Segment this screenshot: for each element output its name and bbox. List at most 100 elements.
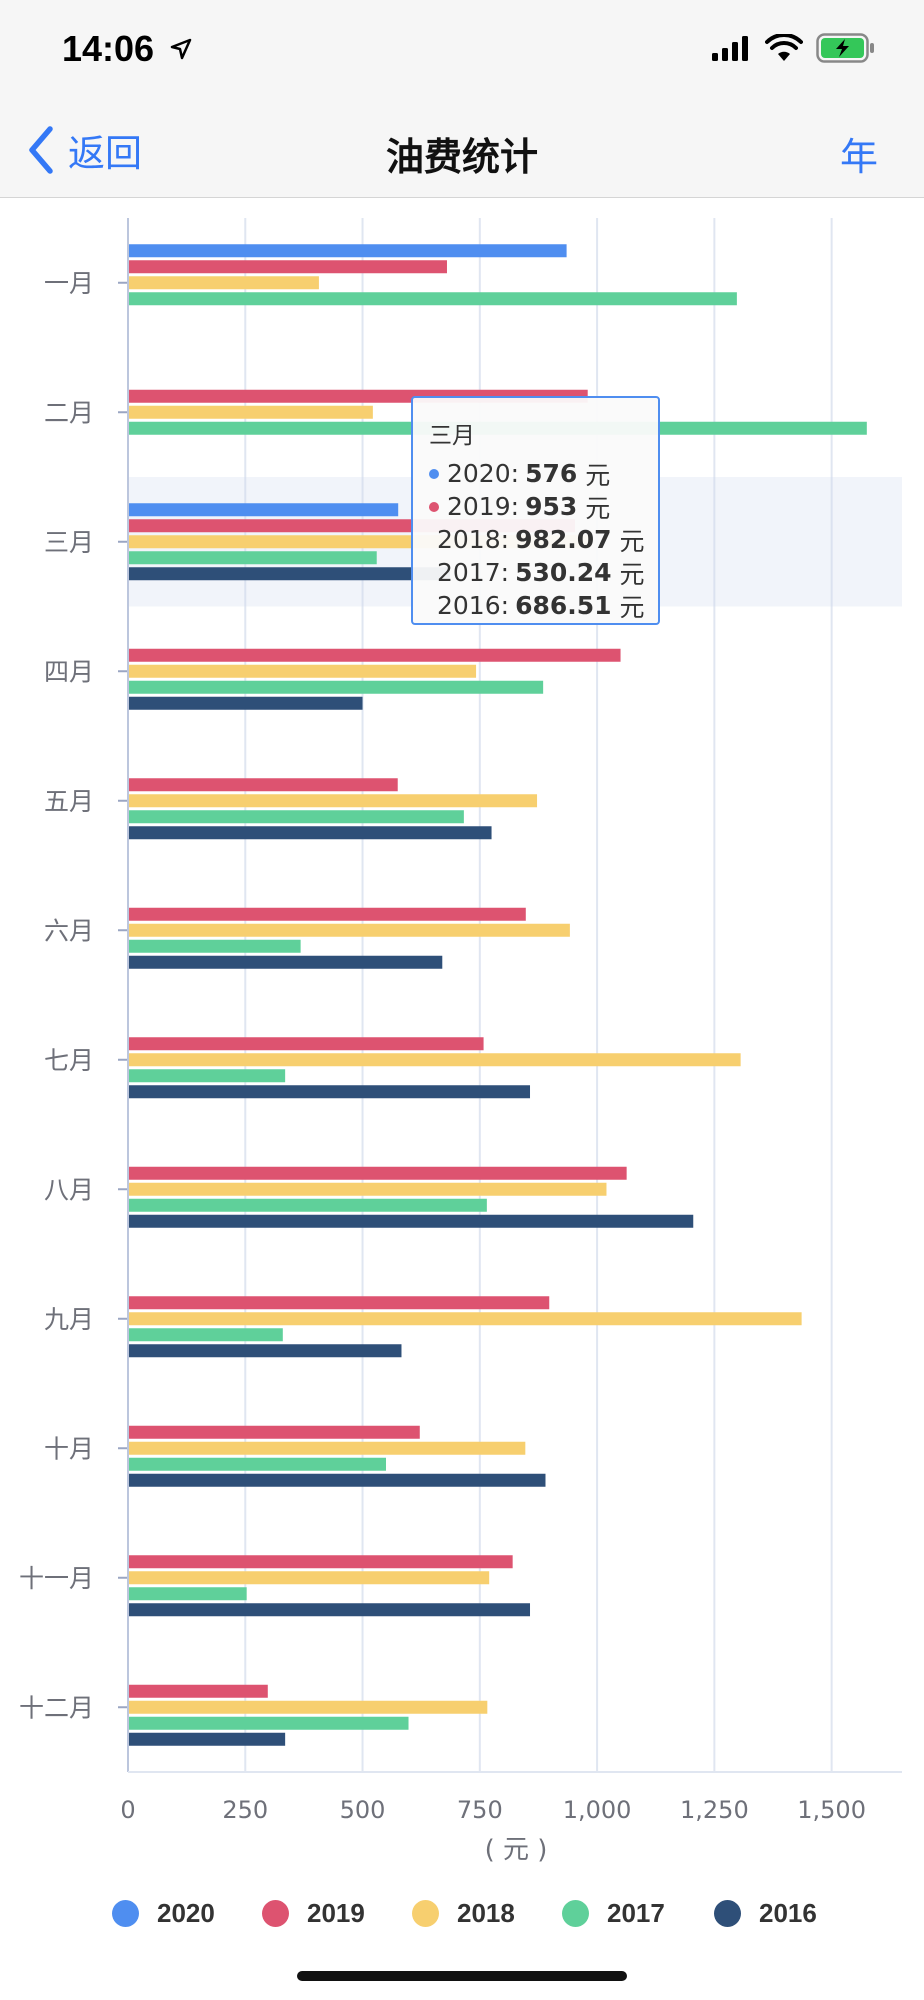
legend-dot-icon <box>262 1900 289 1927</box>
wifi-icon <box>765 34 803 61</box>
y-tick-label: 十二月 <box>19 1693 94 1722</box>
tooltip-unit: 元 <box>585 493 611 523</box>
bar-2019 <box>128 907 526 921</box>
legend-dot-icon <box>112 1900 139 1927</box>
legend-item-2019[interactable]: 2019 <box>262 1898 365 1929</box>
fuel-cost-bar-chart[interactable]: 0 250 500 750 1,000 1,250 1,500 一月二月三月四月五月六月七月八… <box>0 197 924 1887</box>
status-time: 14:06 <box>62 28 155 69</box>
legend-label: 2018 <box>457 1898 515 1928</box>
status-bar: 14:06 <box>0 0 924 100</box>
y-tick-label: 一月 <box>44 269 94 298</box>
bar-2017 <box>128 680 544 694</box>
y-tick-label: 七月 <box>44 1046 94 1075</box>
back-button[interactable]: 返回 <box>26 124 142 176</box>
tooltip-colon: : <box>500 525 510 554</box>
y-tick-label: 十月 <box>44 1434 94 1463</box>
year-button[interactable]: 年 <box>839 135 878 179</box>
bar-2016 <box>128 1085 531 1099</box>
bar-2017 <box>128 1587 247 1601</box>
y-tick-label: 二月 <box>44 398 94 427</box>
x-tick-label: 1,250 <box>680 1796 749 1824</box>
bar-2017 <box>128 939 301 953</box>
bar-2018 <box>128 405 373 419</box>
y-tick-label: 三月 <box>44 528 94 557</box>
home-indicator <box>297 1971 627 1981</box>
legend-item-2018[interactable]: 2018 <box>412 1898 515 1929</box>
y-tick-label: 六月 <box>44 916 94 945</box>
tooltip-unit: 元 <box>585 460 611 490</box>
tooltip-row: 2018:982.07 元 <box>429 523 645 556</box>
legend-label: 2020 <box>157 1898 215 1928</box>
tooltip-rows: 2020:576 元 2019:953 元 2018:982.07 元 2017:530.2… <box>429 457 645 622</box>
legend-dot-icon <box>714 1900 741 1927</box>
bar-2016 <box>128 696 363 710</box>
y-tick-label: 五月 <box>44 787 94 816</box>
chevron-left-icon <box>29 126 53 174</box>
bar-2018 <box>128 1053 741 1067</box>
legend-item-2017[interactable]: 2017 <box>562 1898 665 1929</box>
bar-2016 <box>128 1732 286 1746</box>
legend-dot-icon <box>412 1900 439 1927</box>
bar-2017 <box>128 1328 283 1342</box>
bar-2017 <box>128 551 377 565</box>
tooltip-value: 953 <box>525 492 578 521</box>
battery-charging-icon <box>816 33 874 63</box>
bar-2019 <box>128 1425 420 1439</box>
series-dot-icon <box>429 468 439 479</box>
legend-item-2016[interactable]: 2016 <box>714 1898 817 1929</box>
tooltip-series-name: 2019 <box>447 492 511 521</box>
back-label: 返回 <box>68 132 142 175</box>
axes: 0 250 500 750 1,000 1,250 1,500 一月二月三月四月五月六月七月八… <box>19 218 902 1824</box>
y-tick-label: 四月 <box>44 657 94 686</box>
legend-label: 2016 <box>759 1898 817 1928</box>
tooltip-value: 982.07 <box>515 525 612 554</box>
bar-2016 <box>128 1214 694 1228</box>
bar-2019 <box>128 1296 550 1310</box>
x-tick-label: 1,000 <box>563 1796 632 1824</box>
x-axis-title: ( 元 ) <box>485 1835 548 1865</box>
chart-tooltip: 三月 2020:576 元 2019:953 元 2018:982.07 元 2017:53… <box>411 396 660 625</box>
tooltip-unit: 元 <box>619 526 645 556</box>
tooltip-series-name: 2017 <box>437 558 501 587</box>
bar-2020 <box>128 503 399 517</box>
bar-2016 <box>128 826 492 840</box>
bar-2019 <box>128 1166 627 1180</box>
bar-2019 <box>128 260 447 274</box>
tooltip-series-name: 2016 <box>437 591 501 620</box>
bar-2018 <box>128 1441 526 1455</box>
x-tick-label: 750 <box>457 1796 503 1824</box>
bar-2016 <box>128 955 443 969</box>
bar-2018 <box>128 1571 490 1585</box>
bar-2020 <box>128 244 567 258</box>
bars <box>128 244 867 1746</box>
navigation-bar: 返回 油费统计 年 <box>0 100 924 198</box>
tooltip-value: 576 <box>525 459 578 488</box>
tooltip-series-name: 2020 <box>447 459 511 488</box>
legend-item-2020[interactable]: 2020 <box>112 1898 215 1929</box>
x-tick-label: 250 <box>222 1796 268 1824</box>
tooltip-colon: : <box>510 459 520 488</box>
bar-2017 <box>128 292 737 306</box>
bar-2016 <box>128 1603 531 1617</box>
series-dot-icon <box>429 501 439 512</box>
chart-legend: 2020 2019 2018 2017 2016 <box>0 1898 924 1938</box>
bar-2019 <box>128 1037 484 1051</box>
tooltip-value: 686.51 <box>515 591 612 620</box>
tooltip-series-name: 2018 <box>437 525 501 554</box>
y-tick-label: 十一月 <box>19 1564 94 1593</box>
bar-2019 <box>128 1684 268 1698</box>
bar-2018 <box>128 1182 607 1196</box>
bar-2016 <box>128 1473 546 1487</box>
tooltip-unit: 元 <box>619 559 645 589</box>
bar-2018 <box>128 664 477 678</box>
bar-2018 <box>128 276 319 290</box>
tooltip-unit: 元 <box>619 592 645 622</box>
cellular-signal-icon <box>712 36 748 61</box>
y-tick-label: 九月 <box>44 1305 94 1334</box>
tooltip-colon: : <box>500 558 510 587</box>
bar-2017 <box>128 1198 487 1212</box>
tooltip-title: 三月 <box>429 423 475 449</box>
bar-2018 <box>128 1700 488 1714</box>
legend-label: 2017 <box>607 1898 665 1928</box>
tooltip-colon: : <box>500 591 510 620</box>
